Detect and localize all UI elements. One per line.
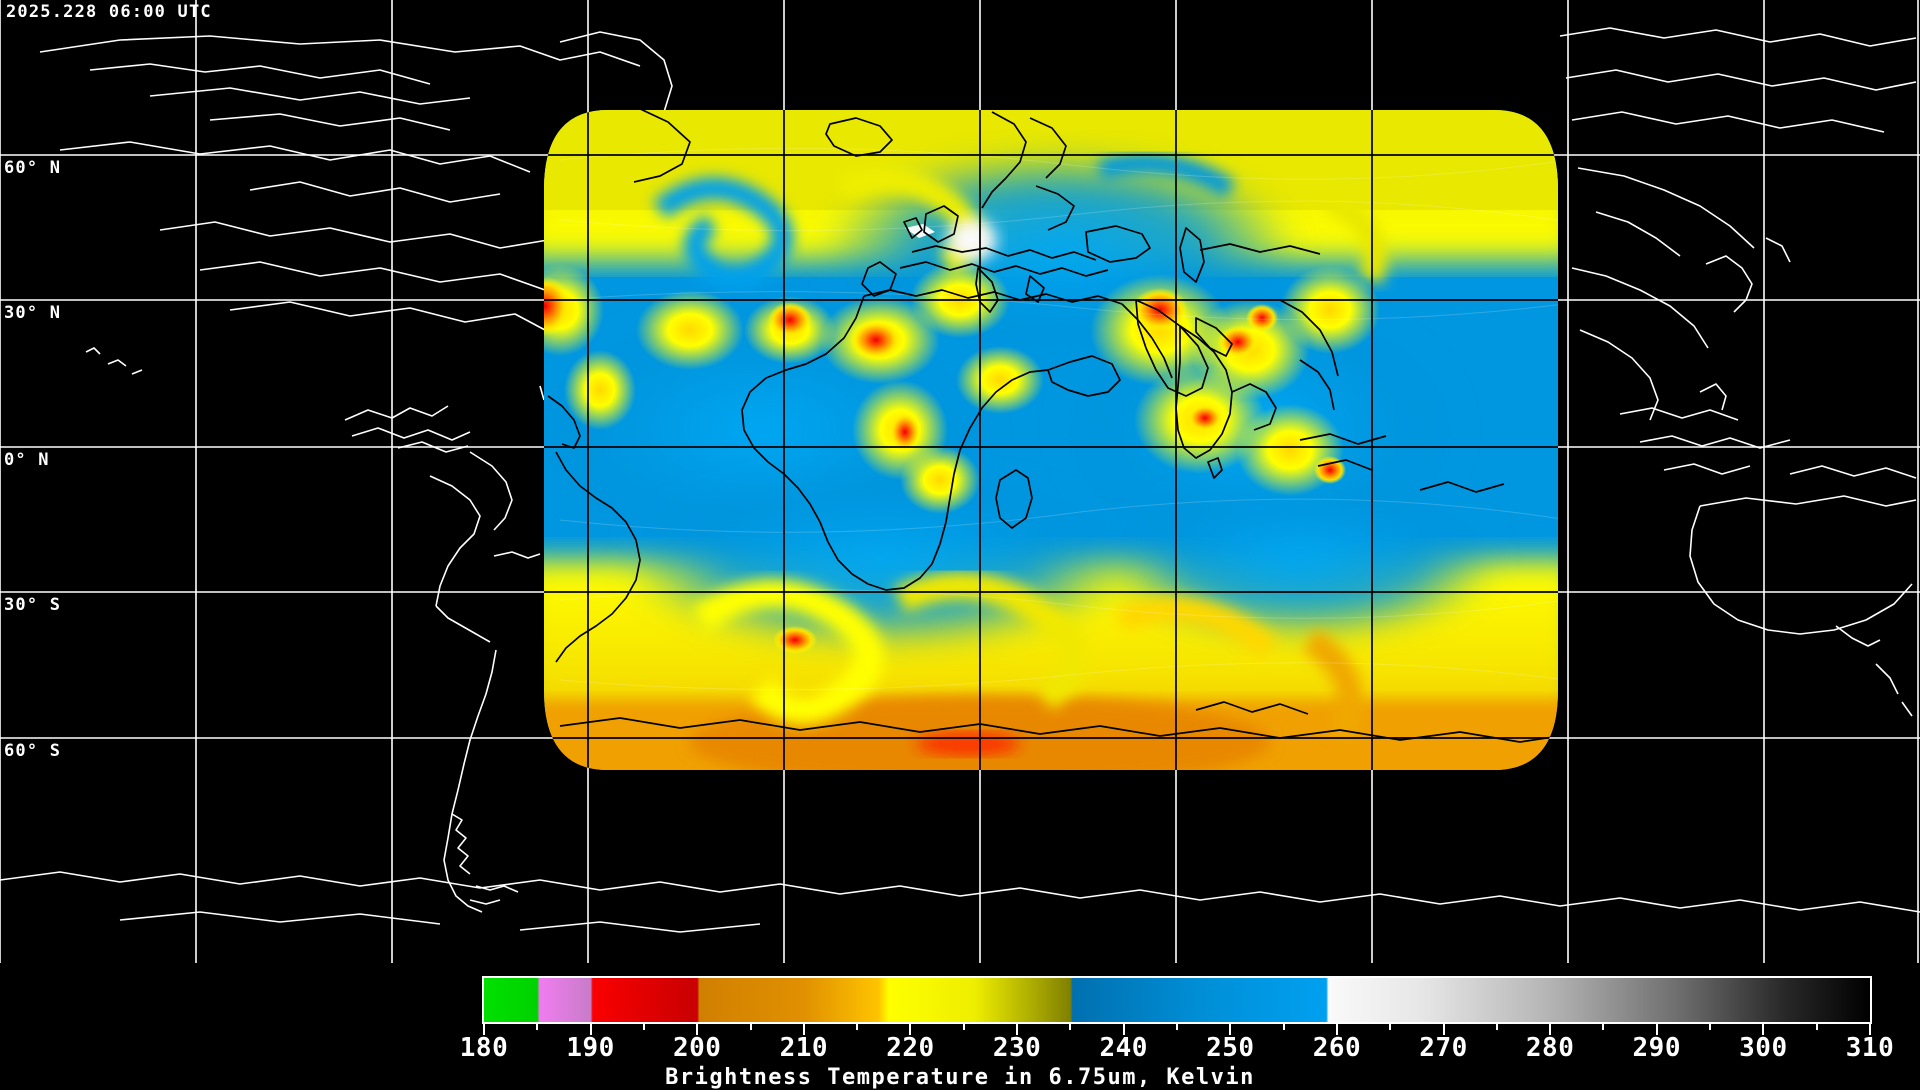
- colorbar-major-tick: [1655, 1024, 1658, 1035]
- colorbar-major-tick: [1016, 1024, 1019, 1035]
- antarctic-cold-cell: [916, 732, 1020, 756]
- colorbar-minor-tick: [856, 1024, 859, 1030]
- convection-west-africa: [768, 302, 812, 338]
- convection-west-atlantic: [544, 276, 571, 336]
- colorbar-tick-label: 270: [1419, 1033, 1468, 1063]
- colorbar-tick-label-layer: 180 190 200 210 220 230 240 250 260 270 280 290 300 3…: [0, 1033, 1920, 1063]
- lat-label-30s: 30° S: [4, 595, 62, 615]
- world-coastlines-inside: [547, 110, 1558, 743]
- frontal-swirls-south: [691, 571, 1363, 743]
- colorbar-tick-label: 240: [1099, 1033, 1148, 1063]
- map-canvas: [0, 0, 1920, 963]
- convection-congo: [889, 412, 921, 452]
- lat-label-60s: 60° S: [4, 741, 62, 761]
- colorbar-tick-label: 220: [886, 1033, 935, 1063]
- colorbar-minor-tick: [1282, 1024, 1285, 1030]
- colorbar-minor-tick: [1815, 1024, 1818, 1030]
- colorbar-minor-tick: [1389, 1024, 1392, 1030]
- colorbar-major-tick: [589, 1024, 592, 1035]
- colorbar-tick-label: 280: [1525, 1033, 1575, 1063]
- colorbar-minor-tick: [1709, 1024, 1712, 1030]
- colorbar-tick-label: 250: [1206, 1033, 1255, 1063]
- colorbar-minor-tick: [1495, 1024, 1498, 1030]
- colorbar-tick-label: 200: [672, 1033, 722, 1063]
- lat-label-0: 0° N: [4, 450, 50, 470]
- colorbar-tick-label: 210: [779, 1033, 829, 1063]
- colorbar-gradient: [484, 978, 1870, 1022]
- colorbar-major-tick: [1335, 1024, 1338, 1035]
- colorbar-tick-label: 300: [1739, 1033, 1788, 1063]
- colorbar-minor-tick: [1176, 1024, 1178, 1030]
- colorbar-major-tick: [483, 1024, 485, 1035]
- colorbar-caption: Brightness Temperature in 6.75um, Kelvin: [665, 1065, 1255, 1090]
- colorbar-minor-tick: [749, 1024, 752, 1030]
- timestamp-label: 2025.228 06:00 UTC: [6, 2, 212, 22]
- colorbar-major-tick: [1762, 1024, 1765, 1035]
- convection-india-west: [1218, 326, 1258, 358]
- convection-bay-of-bengal: [1246, 304, 1278, 332]
- convection-india-east: [1187, 404, 1223, 432]
- colorbar-frame: [482, 976, 1872, 1024]
- colorbar-major-tick: [1549, 1024, 1552, 1035]
- colorbar-minor-tick: [536, 1024, 539, 1030]
- dry-warm-patch-middle-east: [942, 214, 1002, 266]
- colorbar-tick-layer: [482, 1024, 1876, 1036]
- colorbar-minor-tick: [962, 1024, 965, 1030]
- colorbar-tick-label: 190: [566, 1033, 615, 1063]
- colorbar-major-tick: [802, 1024, 805, 1035]
- convection-south-atlantic: [773, 626, 817, 654]
- colorbar-major-tick: [1229, 1024, 1232, 1035]
- colorbar-tick-label: 180: [459, 1033, 509, 1063]
- colorbar-tick-label: 260: [1312, 1033, 1362, 1063]
- colorbar-major-tick: [696, 1024, 699, 1035]
- colorbar-minor-tick: [1602, 1024, 1605, 1030]
- colorbar-minor-tick: [1069, 1024, 1072, 1030]
- colorbar-tick-label: 290: [1632, 1033, 1681, 1063]
- colorbar-major-tick: [1869, 1024, 1871, 1035]
- deep-convection-cores: [544, 276, 1346, 654]
- water-vapor-texture: [559, 147, 1558, 691]
- colorbar-minor-tick: [642, 1024, 645, 1030]
- colorbar-block: 180 190 200 210 220 230 240 250 260 270 280 290 300 3…: [0, 963, 1920, 1090]
- map-panel: 60° N 30° N 0° N 30° S 60° S: [0, 0, 1920, 963]
- convection-se-indian: [1314, 456, 1346, 484]
- colorbar-tick-label: 230: [992, 1033, 1042, 1063]
- graticule-inside: [544, 110, 1558, 770]
- colorbar-major-tick: [1122, 1024, 1125, 1035]
- colorbar-major-tick: [1442, 1024, 1445, 1035]
- lat-label-30n: 30° N: [4, 303, 62, 323]
- colorbar-major-tick: [909, 1024, 912, 1035]
- colorbar-tick-label: 310: [1845, 1033, 1895, 1063]
- lat-label-60n: 60° N: [4, 158, 62, 178]
- convection-central-africa: [850, 320, 902, 360]
- satellite-data-layer: [544, 110, 1558, 770]
